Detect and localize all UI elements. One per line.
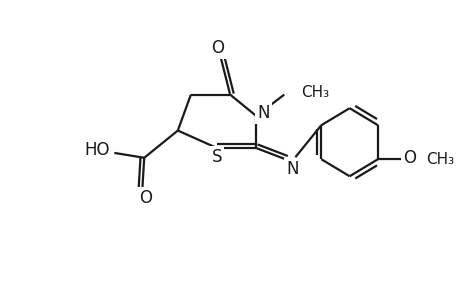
Text: N: N [257,104,269,122]
Text: O: O [402,149,415,167]
Text: O: O [138,189,151,207]
Text: CH₃: CH₃ [301,85,329,100]
Text: HO: HO [84,141,110,159]
Text: N: N [286,160,298,178]
Text: S: S [211,148,222,166]
Text: O: O [211,39,224,57]
Text: CH₃: CH₃ [425,152,453,167]
